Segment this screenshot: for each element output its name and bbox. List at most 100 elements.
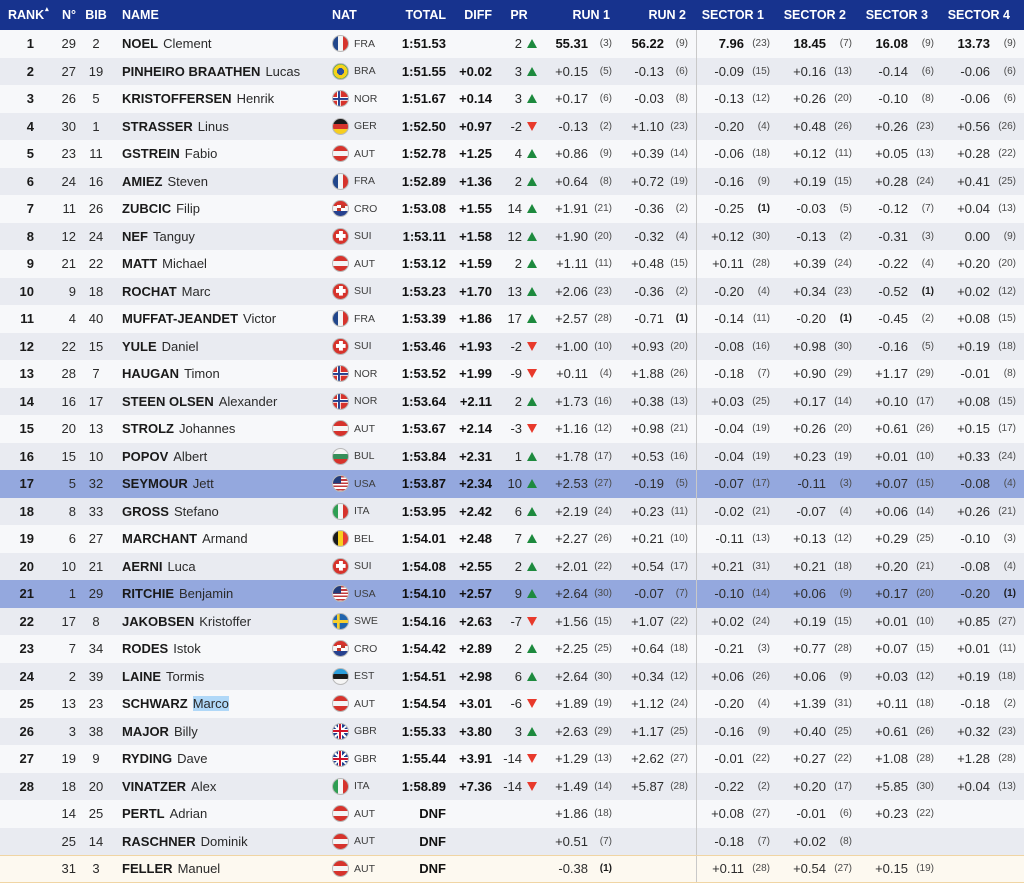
nationality-cell: SWE	[324, 608, 384, 636]
table-row[interactable]: 7 11 26 ZUBCIC Filip CRO 1:53.08 +1.55 14 +1.91 (2…	[0, 195, 1024, 223]
run1-rank: (23)	[594, 285, 612, 297]
table-row[interactable]: 25 13 23 SCHWARZ Marco AUT 1:54.54 +3.01 -6 +1.89…	[0, 690, 1024, 718]
bib-cell: 40	[88, 311, 104, 327]
sector1-value: -0.06	[696, 140, 746, 168]
header-name[interactable]: NAME	[122, 8, 159, 22]
table-row[interactable]: 15 20 13 STROLZ Johannes AUT 1:53.67 +2.14 -3 +1.…	[0, 415, 1024, 443]
table-row[interactable]: 17 5 32 SEYMOUR Jett USA 1:53.87 +2.34 10 +2.53 (2…	[0, 470, 1024, 498]
athlete-last-name: HAUGAN	[122, 366, 180, 382]
rank-cell: 20	[19, 558, 34, 574]
table-row[interactable]: 19 6 27 MARCHANT Armand BEL 1:54.01 +2.48 7 +2.27…	[0, 525, 1024, 553]
table-row[interactable]: 18 8 33 GROSS Stefano ITA 1:53.95 +2.42 6 +2.19 (2…	[0, 497, 1024, 525]
rank-up-icon	[527, 589, 537, 599]
sector1-value: +0.02	[696, 607, 746, 635]
table-row[interactable]: 14 16 17 STEEN OLSEN Alexander NOR 1:53.64 +2.1…	[0, 387, 1024, 415]
run2-rank: (22)	[670, 615, 688, 627]
rank-cell: 2	[26, 63, 34, 79]
sector1-rank: (25)	[752, 395, 770, 407]
ita-flag-icon	[332, 502, 349, 520]
header-rank[interactable]: RANK ▴	[0, 0, 49, 30]
table-row[interactable]: 9 21 22 MATT Michael AUT 1:53.12 +1.59 2 +1.11 (11…	[0, 250, 1024, 278]
table-row[interactable]: 27 19 9 RYDING Dave GBR 1:55.44 +3.91 -14 +1.29 (1…	[0, 745, 1024, 773]
table-row[interactable]: 28 18 20 VINATZER Alex ITA 1:58.89 +7.36 -14 +1.4…	[0, 772, 1024, 800]
sector4-rank: (26)	[998, 120, 1016, 132]
table-row[interactable]: 10 9 18 ROCHAT Marc SUI 1:53.23 +1.70 13 +2.06 (23…	[0, 277, 1024, 305]
bib-cell: 8	[92, 613, 100, 629]
table-row[interactable]: 2 27 19 PINHEIRO BRAATHEN Lucas BRA 1:51.55 +0.…	[0, 57, 1024, 85]
run1-rank: (19)	[594, 698, 612, 710]
athlete-first-name: Victor	[243, 311, 277, 327]
table-row[interactable]: 11 4 40 MUFFAT-JEANDET Victor FRA 1:53.39 +1.86…	[0, 305, 1024, 333]
athlete-last-name: NOEL	[122, 36, 159, 52]
table-row[interactable]: 21 1 29 RITCHIE Benjamin USA 1:54.10 +2.57 9 +2.6…	[0, 580, 1024, 608]
run1-value: +1.49	[555, 778, 588, 794]
table-row[interactable]: 3 26 5 KRISTOFFERSEN Henrik NOR 1:51.67 +0.14 3 +…	[0, 85, 1024, 113]
header-start-number[interactable]: N°	[61, 8, 76, 22]
rank-cell: 13	[19, 366, 34, 382]
header-run2[interactable]: RUN 2	[648, 8, 686, 22]
athlete-first-name: Armand	[202, 531, 248, 547]
header-position-change[interactable]: PR	[510, 8, 528, 22]
nationality-cell: USA	[324, 470, 384, 498]
rank-up-icon	[527, 204, 537, 214]
table-row[interactable]: 23 7 34 RODES Istok CRO 1:54.42 +2.89 2 +2.25 (25)…	[0, 635, 1024, 663]
sector1-rank: (9)	[757, 725, 770, 737]
start-number-cell: 17	[61, 613, 76, 629]
rank-no-change	[526, 809, 537, 818]
position-change-value: 12	[507, 228, 522, 244]
table-row[interactable]: 20 10 21 AERNI Luca SUI 1:54.08 +2.55 2 +2.01 (22)…	[0, 552, 1024, 580]
sector4-value: -0.06	[960, 91, 990, 107]
position-change-value: -2	[510, 118, 522, 134]
table-row[interactable]: 24 2 39 LAINE Tormis EST 1:54.51 +2.98 6 +2.64 (30…	[0, 662, 1024, 690]
athlete-first-name: Dominik	[200, 833, 248, 849]
table-row[interactable]: 6 24 16 AMIEZ Steven FRA 1:52.89 +1.36 2 +0.64 (8)…	[0, 167, 1024, 195]
bib-cell: 16	[88, 173, 104, 189]
table-row[interactable]: 16 15 10 POPOV Albert BUL 1:53.84 +2.31 1 +1.78 (1…	[0, 442, 1024, 470]
run1-value: +1.91	[555, 201, 588, 217]
ita-flag-icon	[332, 777, 349, 795]
table-row[interactable]: 25 14 RASCHNER Dominik AUT DNF +0.51 (7) -0.18 (7…	[0, 827, 1024, 855]
table-row[interactable]: 22 17 8 JAKOBSEN Kristoffer SWE 1:54.16 +2.63 -7…	[0, 607, 1024, 636]
table-row[interactable]: 31 3 FELLER Manuel AUT DNF -0.38 (1) +0.11 (28) +0…	[0, 855, 1024, 883]
run2-value: -0.36	[634, 283, 664, 299]
run2-rank: (5)	[675, 478, 688, 490]
athlete-last-name: GROSS	[122, 503, 169, 519]
rank-up-icon	[527, 534, 537, 544]
header-diff[interactable]: DIFF	[464, 8, 492, 22]
bib-cell: 23	[88, 696, 104, 712]
athlete-first-name: Daniel	[161, 338, 199, 354]
rank-down-icon	[527, 341, 537, 351]
athlete-first-name: Stefano	[173, 503, 219, 519]
table-row[interactable]: 12 22 15 YULE Daniel SUI 1:53.46 +1.93 -2 +1.00 (1…	[0, 332, 1024, 360]
header-nationality[interactable]: NAT	[332, 8, 357, 22]
run2-rank: (14)	[670, 148, 688, 160]
table-row[interactable]: 14 25 PERTL Adrian AUT DNF +1.86 (18) +0.08 (27) -…	[0, 800, 1024, 828]
header-total[interactable]: TOTAL	[405, 8, 446, 22]
table-row[interactable]: 26 3 38 MAJOR Billy GBR 1:55.33 +3.80 3 +2.63 (29)…	[0, 717, 1024, 745]
diff-cell: +2.63	[459, 613, 492, 629]
fra-flag-icon	[332, 35, 349, 53]
position-change-cell: -6	[494, 690, 544, 718]
table-row[interactable]: 13 28 7 HAUGAN Timon NOR 1:53.52 +1.99 -9 +0.11 (4…	[0, 360, 1024, 388]
header-sector3[interactable]: SECTOR 3	[865, 8, 928, 22]
run2-rank: (20)	[670, 340, 688, 352]
table-row[interactable]: 1 29 2 NOEL Clement FRA 1:51.53 2 55.31 (3) 56.22 (…	[0, 30, 1024, 58]
table-row[interactable]: 4 30 1 STRASSER Linus GER 1:52.50 +0.97 -2 -0.13 (…	[0, 112, 1024, 140]
fra-flag-icon	[332, 310, 349, 328]
header-sector2[interactable]: SECTOR 2	[783, 8, 846, 22]
run1-rank: (22)	[594, 560, 612, 572]
sector3-rank: (25)	[916, 533, 934, 545]
diff-cell: +1.55	[459, 201, 492, 217]
sector4-rank: (23)	[998, 725, 1016, 737]
table-row[interactable]: 8 12 24 NEF Tanguy SUI 1:53.11 +1.58 12 +1.90 (20)…	[0, 222, 1024, 250]
rank-cell: 8	[26, 228, 34, 244]
run2-value: +0.48	[631, 256, 664, 272]
start-number-cell: 25	[61, 833, 76, 849]
sector2-value: +0.21	[793, 558, 826, 574]
table-row[interactable]: 5 23 11 GSTREIN Fabio AUT 1:52.78 +1.25 4 +0.86 (9…	[0, 140, 1024, 168]
header-bib[interactable]: BIB	[85, 8, 107, 22]
header-sector1[interactable]: SECTOR 1	[701, 8, 764, 22]
header-sector4[interactable]: SECTOR 4	[947, 8, 1010, 22]
sector3-rank: (30)	[916, 780, 934, 792]
header-run1[interactable]: RUN 1	[572, 8, 610, 22]
